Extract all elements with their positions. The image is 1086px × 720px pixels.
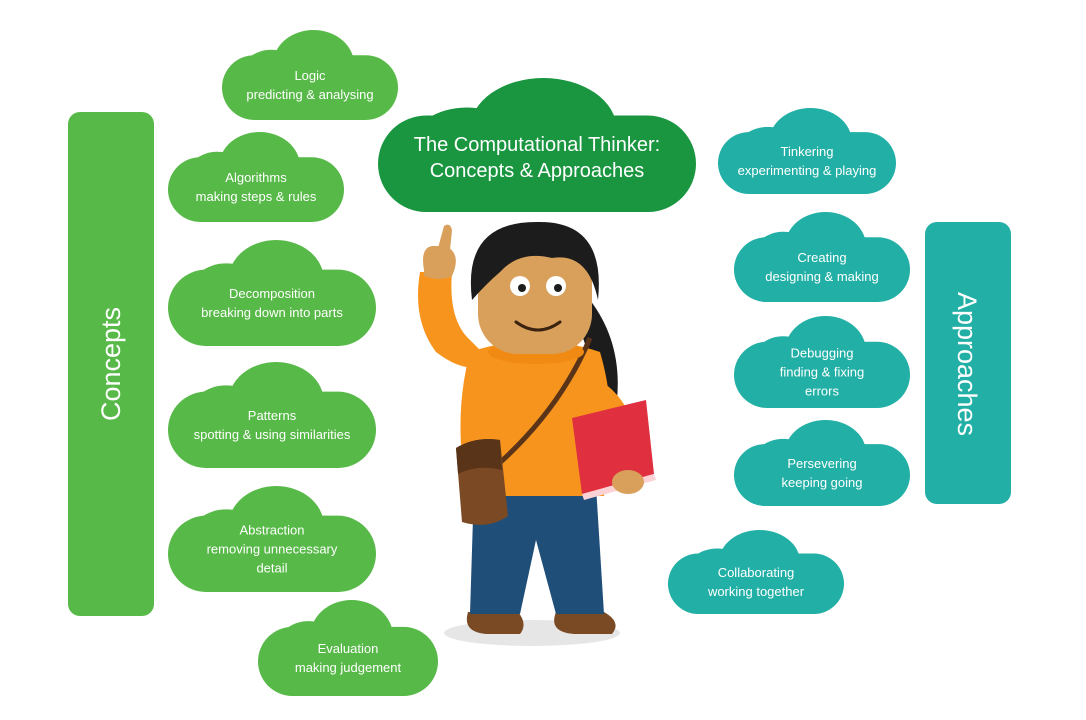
title-cloud-text-1: Concepts & Approaches: [430, 160, 645, 182]
raised-arm: [418, 272, 490, 368]
concept-cloud-patterns-text-1: spotting & using similarities: [194, 427, 351, 442]
left-shoe: [466, 612, 524, 634]
concept-cloud-logic-text-0: Logic: [294, 68, 326, 83]
concept-cloud-abstraction-text-0: Abstraction: [239, 523, 304, 538]
approach-cloud-debugging: Debugging finding & fixing errors: [734, 316, 910, 408]
approach-cloud-persevering-text-1: keeping going: [782, 475, 863, 490]
approach-cloud-debugging-text-2: errors: [805, 384, 839, 399]
approach-cloud-creating-side-bump: [751, 231, 815, 286]
approaches-bar: Approaches: [925, 222, 1011, 504]
approach-cloud-creating: Creating designing & making: [734, 212, 910, 302]
concept-cloud-abstraction-text-2: detail: [256, 561, 287, 576]
concept-cloud-decomposition-text-1: breaking down into parts: [201, 305, 343, 320]
approach-cloud-tinkering: Tinkering experimenting & playing: [718, 107, 896, 194]
concept-cloud-logic-text-1: predicting & analysing: [246, 87, 373, 102]
approach-cloud-debugging-text-0: Debugging: [791, 346, 854, 361]
concepts-label: Concepts: [96, 307, 126, 421]
approach-cloud-tinkering-text-0: Tinkering: [781, 144, 834, 159]
approach-cloud-tinkering-side-bump: [735, 126, 800, 179]
book-hand: [612, 470, 644, 494]
title-cloud-side-bump: [409, 107, 525, 188]
approach-cloud-debugging-text-1: finding & fixing: [780, 365, 865, 380]
pointing-finger: [438, 224, 452, 250]
clouds-layer: The Computational Thinker: Concepts & App…: [168, 29, 910, 696]
concept-cloud-algorithms-text-1: making steps & rules: [196, 189, 317, 204]
concept-cloud-evaluation-text-0: Evaluation: [318, 641, 379, 656]
title-cloud: The Computational Thinker: Concepts & App…: [378, 78, 696, 212]
approaches-label: Approaches: [952, 292, 982, 436]
approach-cloud-creating-text-0: Creating: [797, 250, 846, 265]
book: [572, 400, 654, 494]
concept-cloud-evaluation-side-bump: [276, 621, 341, 679]
concept-cloud-algorithms-text-0: Algorithms: [225, 170, 287, 185]
approach-cloud-collaborating-text-1: working together: [707, 584, 805, 599]
bag-flap: [456, 439, 502, 474]
approaches-bar-shape: [925, 222, 1011, 504]
concept-cloud-logic: Logic predicting & analysing: [222, 29, 398, 121]
left-pupil: [518, 284, 526, 292]
concepts-bar-shape: [68, 112, 154, 616]
approach-cloud-persevering-side-bump: [751, 438, 815, 491]
approach-cloud-creating-text-1: designing & making: [765, 269, 878, 284]
concept-cloud-patterns: Patterns spotting & using similarities: [168, 362, 376, 468]
concept-cloud-abstraction-side-bump: [188, 509, 264, 573]
concept-cloud-patterns-side-bump: [188, 385, 264, 449]
concept-cloud-evaluation-text-1: making judgement: [295, 660, 402, 675]
hair: [470, 221, 599, 300]
approach-cloud-persevering: Persevering keeping going: [734, 420, 910, 506]
approach-cloud-collaborating-side-bump: [685, 548, 749, 599]
right-shoe: [554, 612, 616, 634]
concept-cloud-algorithms-side-bump: [185, 151, 249, 206]
approach-cloud-collaborating: Collaborating working together: [668, 530, 844, 614]
concept-cloud-patterns-text-0: Patterns: [248, 408, 297, 423]
approach-cloud-collaborating-text-0: Collaborating: [718, 565, 795, 580]
concept-cloud-evaluation: Evaluation making judgement: [258, 600, 438, 696]
smile: [514, 320, 562, 332]
concepts-bar: Concepts: [68, 112, 154, 616]
concept-cloud-algorithms: Algorithms making steps & rules: [168, 132, 344, 222]
concept-cloud-logic-side-bump: [239, 49, 303, 104]
approach-cloud-debugging-side-bump: [751, 336, 815, 392]
approach-cloud-persevering-text-0: Persevering: [787, 456, 856, 471]
right-pupil: [554, 284, 562, 292]
concept-cloud-abstraction: Abstraction removing unnecessary detail: [168, 486, 376, 592]
concept-cloud-decomposition-text-0: Decomposition: [229, 286, 315, 301]
title-cloud-text-0: The Computational Thinker:: [414, 134, 660, 156]
concept-cloud-decomposition: Decomposition breaking down into parts: [168, 240, 376, 346]
concept-cloud-abstraction-text-1: removing unnecessary: [207, 542, 338, 557]
approach-cloud-tinkering-text-1: experimenting & playing: [738, 163, 877, 178]
head: [478, 238, 592, 354]
hand: [423, 246, 456, 279]
thinker-illustration: [418, 221, 656, 646]
concept-cloud-decomposition-side-bump: [188, 263, 264, 327]
